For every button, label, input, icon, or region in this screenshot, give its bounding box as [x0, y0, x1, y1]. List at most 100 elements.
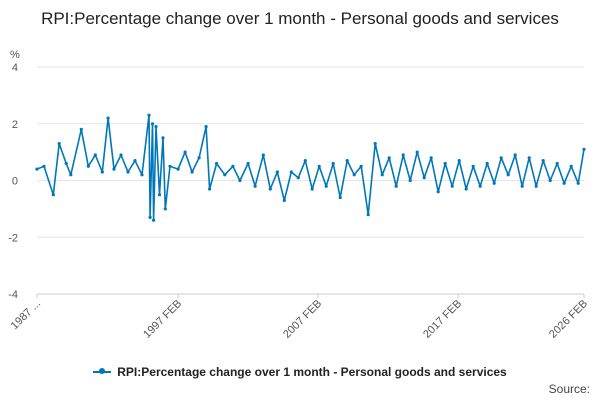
data-point[interactable]: [42, 164, 46, 168]
data-point[interactable]: [443, 161, 447, 166]
data-point[interactable]: [246, 161, 250, 166]
data-point[interactable]: [275, 170, 279, 174]
data-point[interactable]: [352, 173, 356, 177]
data-point[interactable]: [296, 176, 300, 180]
data-point[interactable]: [338, 195, 342, 200]
data-point[interactable]: [345, 159, 349, 163]
y-tick-label: -4: [8, 289, 18, 301]
data-point[interactable]: [429, 156, 433, 160]
data-point[interactable]: [119, 153, 123, 157]
data-point[interactable]: [324, 184, 328, 188]
data-point[interactable]: [69, 173, 73, 177]
data-point[interactable]: [152, 218, 156, 222]
legend-label: RPI:Percentage change over 1 month - Per…: [117, 365, 507, 379]
data-point[interactable]: [261, 153, 265, 157]
data-point[interactable]: [35, 167, 39, 171]
data-point[interactable]: [133, 159, 137, 163]
data-point[interactable]: [64, 161, 68, 166]
data-point[interactable]: [303, 159, 307, 163]
x-tick-label: 2026 FEB: [547, 298, 590, 341]
data-point[interactable]: [394, 184, 398, 188]
data-point[interactable]: [317, 164, 321, 168]
data-point[interactable]: [478, 184, 482, 188]
data-point[interactable]: [548, 178, 552, 183]
data-point[interactable]: [331, 161, 335, 166]
x-tick-label: 2017 FEB: [421, 298, 464, 341]
data-point[interactable]: [408, 178, 412, 183]
data-point[interactable]: [231, 164, 235, 168]
x-tick-label: 1997 FEB: [141, 298, 184, 341]
data-point[interactable]: [457, 159, 461, 163]
data-point[interactable]: [576, 181, 580, 185]
data-point[interactable]: [513, 153, 517, 157]
data-point[interactable]: [112, 167, 116, 171]
chart-title: RPI:Percentage change over 1 month - Per…: [41, 9, 559, 28]
data-point[interactable]: [387, 156, 391, 160]
data-point[interactable]: [310, 187, 314, 191]
data-point[interactable]: [168, 164, 172, 168]
data-point[interactable]: [464, 187, 468, 191]
data-point[interactable]: [204, 125, 208, 129]
data-point[interactable]: [562, 181, 566, 185]
data-point[interactable]: [154, 125, 158, 129]
data-point[interactable]: [163, 207, 167, 211]
data-point[interactable]: [436, 190, 440, 194]
data-point[interactable]: [100, 170, 104, 174]
data-point[interactable]: [51, 193, 55, 197]
data-point[interactable]: [422, 176, 426, 180]
data-point[interactable]: [450, 184, 454, 188]
data-point[interactable]: [176, 167, 180, 171]
data-point[interactable]: [140, 173, 144, 177]
data-point[interactable]: [492, 181, 496, 185]
data-point[interactable]: [380, 173, 384, 177]
data-point[interactable]: [534, 184, 538, 188]
data-point[interactable]: [126, 170, 130, 174]
data-point[interactable]: [506, 173, 510, 177]
legend[interactable]: RPI:Percentage change over 1 month - Per…: [0, 365, 600, 379]
data-point[interactable]: [366, 213, 370, 217]
data-point[interactable]: [161, 136, 165, 140]
data-point[interactable]: [499, 156, 503, 160]
y-tick-label: 4: [12, 62, 18, 74]
data-point[interactable]: [471, 164, 475, 168]
data-point[interactable]: [147, 113, 151, 117]
data-point[interactable]: [520, 184, 524, 188]
y-tick-label: -2: [8, 232, 18, 244]
data-point[interactable]: [150, 122, 155, 126]
data-point[interactable]: [86, 164, 90, 168]
data-point[interactable]: [208, 187, 212, 191]
source-note: Source:: [548, 382, 590, 396]
data-point[interactable]: [541, 159, 545, 163]
data-point[interactable]: [93, 153, 97, 157]
data-point[interactable]: [57, 142, 61, 146]
data-point[interactable]: [79, 127, 83, 131]
data-point[interactable]: [106, 116, 110, 120]
data-point[interactable]: [569, 164, 573, 168]
series-line: [36, 114, 585, 221]
data-point[interactable]: [238, 178, 242, 183]
data-point[interactable]: [183, 150, 187, 154]
data-point[interactable]: [157, 193, 162, 197]
data-point[interactable]: [282, 198, 286, 202]
data-point[interactable]: [485, 161, 489, 166]
data-point[interactable]: [359, 164, 363, 168]
data-point[interactable]: [215, 161, 219, 166]
data-point[interactable]: [289, 170, 293, 174]
data-point[interactable]: [197, 156, 201, 160]
data-point[interactable]: [253, 184, 257, 188]
data-point[interactable]: [555, 161, 559, 166]
data-point[interactable]: [582, 147, 586, 151]
data-point[interactable]: [415, 150, 419, 154]
series-layer: [35, 113, 586, 222]
data-point[interactable]: [373, 142, 377, 146]
data-point[interactable]: [268, 187, 272, 191]
y-axis-unit: %: [10, 49, 20, 61]
axes: % -4 -2 0 2 4 1987 ... 1997 FEB 2007 FEB 2017 FEB…: [8, 49, 590, 341]
data-point[interactable]: [190, 170, 194, 174]
data-point[interactable]: [401, 153, 405, 157]
y-tick-label: 2: [12, 119, 18, 131]
data-point[interactable]: [148, 215, 152, 219]
data-point[interactable]: [527, 156, 531, 160]
data-point[interactable]: [223, 173, 227, 177]
